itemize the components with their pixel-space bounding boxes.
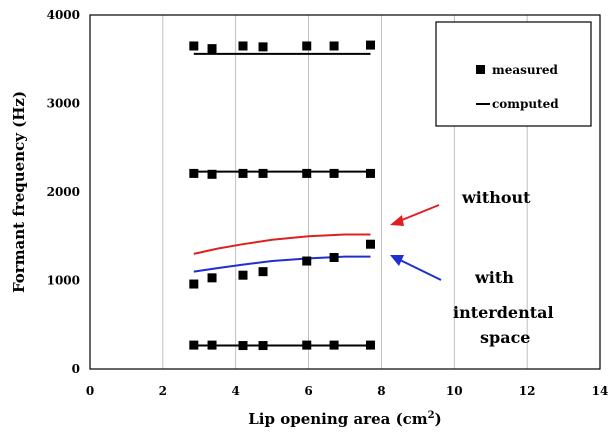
measured-point-f2_with_interdental_space	[238, 270, 248, 280]
measured-point-f1	[302, 340, 312, 350]
computed-lines	[193, 52, 371, 347]
y-tick-label: 0	[72, 362, 80, 376]
measured-point-f1	[189, 340, 199, 350]
measured-point-f3	[302, 168, 312, 178]
measured-point-f4	[302, 41, 312, 51]
measured-point-f2_with_interdental_space	[329, 252, 339, 262]
x-tick-label: 4	[232, 384, 240, 398]
plot-frame	[89, 14, 601, 370]
measured-point-f2_with_interdental_space	[258, 267, 268, 277]
computed-line-f2-without	[193, 233, 371, 255]
y-tick-label: 2000	[47, 185, 80, 199]
measured-point-f1	[329, 340, 339, 350]
measured-point-f3	[329, 168, 339, 178]
measured-point-f3	[258, 168, 268, 178]
y-tick-label: 1000	[47, 274, 80, 288]
annotations: without with interdental space	[390, 188, 554, 347]
measured-point-f1	[366, 340, 375, 350]
annotation-space: space	[480, 328, 530, 347]
x-tick-label: 12	[519, 384, 536, 398]
x-tick-label: 8	[377, 384, 385, 398]
x-tick-labels: 0 2 4 6 8 10 12 14	[86, 384, 609, 398]
measured-point-f4	[329, 41, 339, 51]
y-tick-labels: 0 1000 2000 3000 4000	[47, 8, 80, 376]
y-axis-title: Formant frequency (Hz)	[10, 91, 28, 293]
x-axis-title: Lip opening area (cm2)	[248, 410, 442, 428]
legend: measured computed	[435, 21, 592, 127]
measured-point-f1	[258, 341, 268, 351]
measured-points	[189, 40, 375, 351]
x-tick-label: 14	[592, 384, 609, 398]
measured-point-f4	[238, 41, 248, 51]
measured-point-f1	[238, 341, 248, 351]
x-tick-label: 10	[446, 384, 463, 398]
legend-measured-label: measured	[492, 63, 559, 77]
measured-point-f4	[189, 41, 199, 51]
y-tick-label: 3000	[47, 97, 80, 111]
measured-point-f3	[366, 168, 375, 178]
measured-point-f4	[207, 44, 217, 54]
measured-point-f1	[207, 340, 217, 350]
legend-computed-label: computed	[492, 97, 559, 111]
arrow-without-head	[390, 215, 404, 226]
x-axis-title-superscript: 2	[428, 410, 435, 421]
x-tick-label: 0	[86, 384, 94, 398]
legend-measured-marker	[476, 65, 485, 74]
arrow-without	[396, 204, 440, 223]
arrow-with	[397, 258, 442, 281]
annotation-without: without	[461, 188, 531, 207]
measured-point-f3	[189, 168, 199, 178]
measured-point-f2_with_interdental_space	[366, 239, 375, 249]
legend-box	[435, 21, 592, 127]
annotation-with: with	[474, 268, 514, 287]
x-tick-label: 6	[304, 384, 312, 398]
annotation-interdental: interdental	[453, 303, 554, 322]
measured-point-f2_with_interdental_space	[207, 273, 217, 283]
measured-point-f3	[207, 169, 217, 179]
measured-point-f3	[238, 168, 248, 178]
measured-point-f4	[258, 42, 268, 52]
computed-line-f2-with	[193, 255, 371, 273]
measured-point-f2_with_interdental_space	[189, 279, 199, 289]
y-tick-label: 4000	[47, 8, 80, 22]
measured-point-f4	[366, 40, 375, 50]
x-tick-label: 2	[159, 384, 167, 398]
measured-point-f2_with_interdental_space	[302, 256, 312, 266]
arrow-with-head	[390, 255, 404, 266]
